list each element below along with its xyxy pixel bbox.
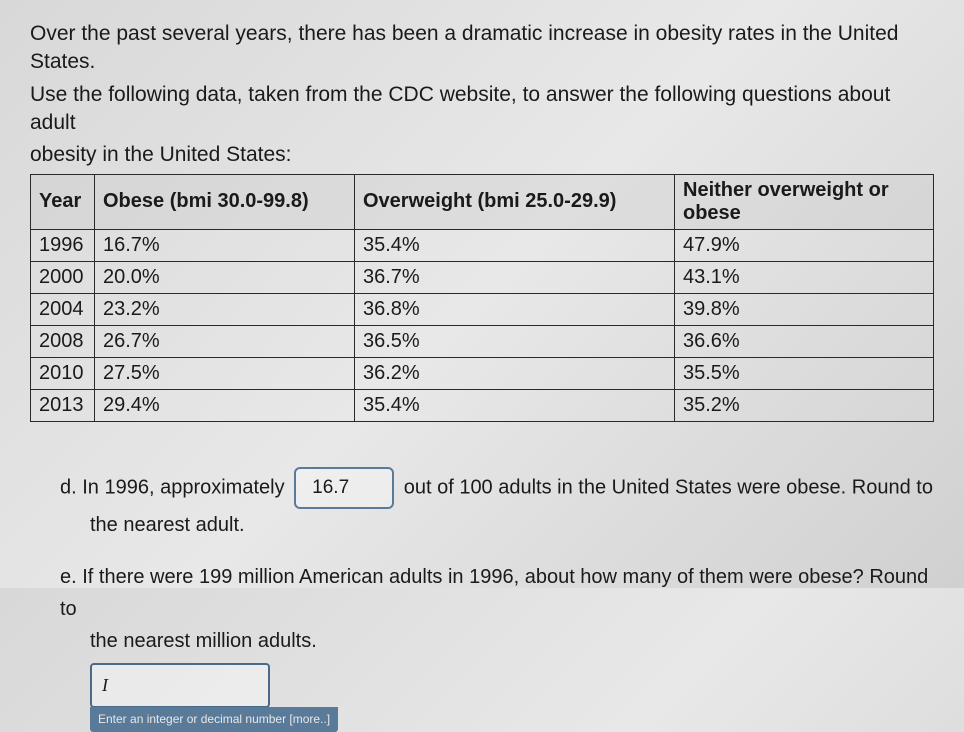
cell-obese: 16.7%	[95, 229, 355, 261]
question-e-text: e. If there were 199 million American ad…	[60, 566, 928, 620]
table-header-row: Year Obese (bmi 30.0-99.8) Overweight (b…	[31, 174, 934, 229]
cell-neither: 35.2%	[675, 389, 934, 421]
table-row: 199616.7%35.4%47.9%	[31, 229, 934, 261]
question-d-prefix: d. In 1996, approximately	[60, 476, 285, 498]
question-e-suffix: the nearest million adults.	[60, 625, 934, 657]
intro-line-2: Use the following data, taken from the C…	[30, 81, 934, 138]
table-row: 200423.2%36.8%39.8%	[31, 293, 934, 325]
table-row: 200826.7%36.5%36.6%	[31, 325, 934, 357]
cell-neither: 47.9%	[675, 229, 934, 261]
cell-overweight: 36.8%	[355, 293, 675, 325]
table-row: 201329.4%35.4%35.2%	[31, 389, 934, 421]
cell-overweight: 35.4%	[355, 229, 675, 261]
cell-overweight: 35.4%	[355, 389, 675, 421]
input-hint[interactable]: Enter an integer or decimal number [more…	[90, 707, 338, 732]
header-obese: Obese (bmi 30.0-99.8)	[95, 174, 355, 229]
questions-section: d. In 1996, approximately 16.7 out of 10…	[30, 467, 934, 732]
cell-obese: 20.0%	[95, 261, 355, 293]
cell-year: 2010	[31, 357, 95, 389]
cell-neither: 43.1%	[675, 261, 934, 293]
header-neither: Neither overweight or obese	[675, 174, 934, 229]
cell-overweight: 36.7%	[355, 261, 675, 293]
table-row: 201027.5%36.2%35.5%	[31, 357, 934, 389]
cell-year: 2008	[31, 325, 95, 357]
cell-neither: 36.6%	[675, 325, 934, 357]
cell-overweight: 36.5%	[355, 325, 675, 357]
cell-overweight: 36.2%	[355, 357, 675, 389]
cell-year: 2004	[31, 293, 95, 325]
header-overweight: Overweight (bmi 25.0-29.9)	[355, 174, 675, 229]
cell-year: 1996	[31, 229, 95, 261]
question-d: d. In 1996, approximately 16.7 out of 10…	[60, 467, 934, 541]
intro-line-3: obesity in the United States:	[30, 141, 934, 169]
answer-input-wrapper: I Enter an integer or decimal number [mo…	[90, 663, 934, 732]
header-year: Year	[31, 174, 95, 229]
cell-obese: 29.4%	[95, 389, 355, 421]
obesity-data-table: Year Obese (bmi 30.0-99.8) Overweight (b…	[30, 174, 934, 422]
intro-line-1: Over the past several years, there has b…	[30, 20, 934, 77]
question-d-suffix: the nearest adult.	[60, 509, 934, 541]
table-row: 200020.0%36.7%43.1%	[31, 261, 934, 293]
cell-neither: 39.8%	[675, 293, 934, 325]
answer-box-d[interactable]: 16.7	[294, 467, 394, 509]
cell-obese: 23.2%	[95, 293, 355, 325]
cell-year: 2000	[31, 261, 95, 293]
answer-input-e[interactable]: I	[90, 663, 270, 708]
cell-obese: 27.5%	[95, 357, 355, 389]
table-body: 199616.7%35.4%47.9%200020.0%36.7%43.1%20…	[31, 229, 934, 421]
cell-year: 2013	[31, 389, 95, 421]
question-e: e. If there were 199 million American ad…	[60, 561, 934, 732]
cell-neither: 35.5%	[675, 357, 934, 389]
question-d-middle: out of 100 adults in the United States w…	[404, 476, 933, 498]
cell-obese: 26.7%	[95, 325, 355, 357]
